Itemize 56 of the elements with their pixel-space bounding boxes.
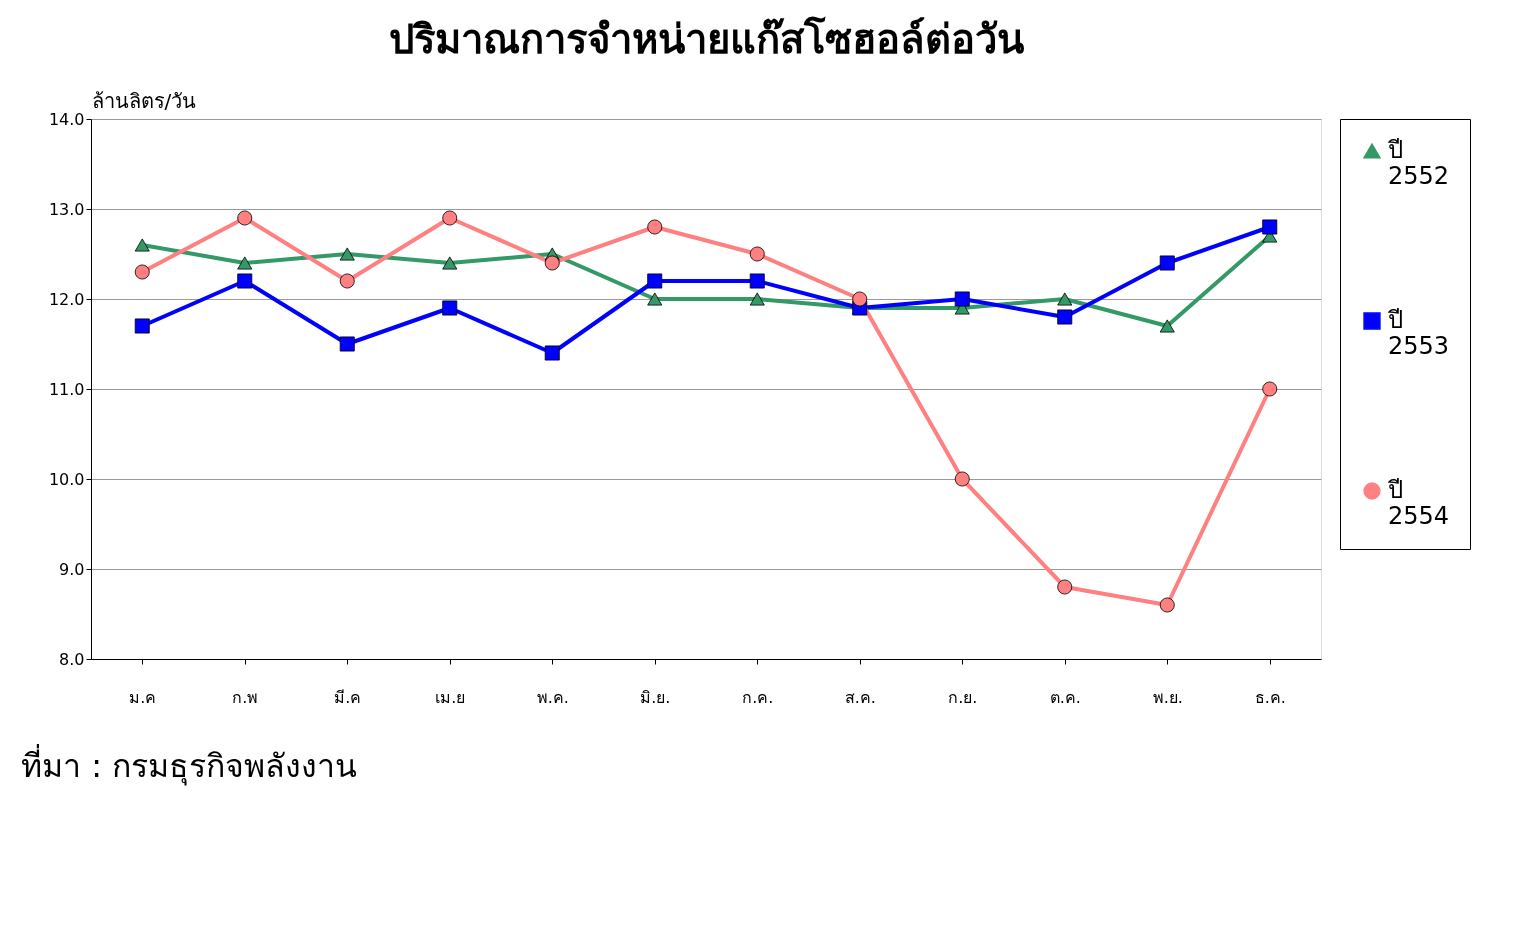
x-tick-label: ต.ค.	[1049, 687, 1081, 707]
point	[237, 256, 253, 270]
point	[749, 292, 765, 306]
point	[749, 246, 765, 262]
y-tick-label: 13.0	[48, 199, 85, 219]
point	[339, 273, 355, 289]
point	[442, 256, 458, 270]
x-tick-label: ก.พ	[232, 687, 259, 707]
point	[1057, 309, 1073, 325]
point	[1262, 219, 1278, 235]
y-tick-label: 8.0	[59, 649, 85, 669]
point	[1057, 292, 1073, 306]
x-tick-label: พ.ย.	[1152, 687, 1183, 707]
point	[1057, 579, 1073, 595]
x-tick-label: ม.ค	[129, 687, 157, 707]
point	[237, 210, 253, 226]
point	[134, 264, 150, 280]
legend-label: ปี 2553	[1387, 306, 1450, 360]
y-tick-label: 11.0	[48, 379, 85, 399]
x-tick-label: ก.ย.	[948, 687, 978, 707]
point	[852, 291, 868, 307]
chart-title: ปริมาณการจำหน่ายแก๊สโซฮอล์ต่อวัน	[388, 16, 1024, 62]
y-tick-label: 9.0	[59, 559, 85, 579]
point	[647, 219, 663, 235]
point	[1159, 597, 1175, 613]
point	[647, 292, 663, 306]
y-tick-label: 12.0	[48, 289, 85, 309]
point	[339, 247, 355, 261]
y-axis-title: ล้านลิตร/วัน	[91, 88, 197, 113]
point	[954, 291, 970, 307]
point	[237, 273, 253, 289]
point	[954, 471, 970, 487]
x-tick-label: มิ.ย.	[640, 687, 671, 707]
point	[134, 238, 150, 252]
point	[442, 300, 458, 316]
point	[134, 318, 150, 334]
x-tick-label: เม.ย	[435, 687, 466, 707]
y-tick-label: 14.0	[48, 109, 85, 129]
point	[544, 345, 560, 361]
point	[647, 273, 663, 289]
point	[749, 273, 765, 289]
legend-label: ปี 2552	[1387, 136, 1450, 190]
y-tick-label: 10.0	[48, 469, 85, 489]
point	[339, 336, 355, 352]
x-tick-label: ก.ค.	[742, 687, 774, 707]
x-tick-label: ธ.ค.	[1254, 687, 1286, 707]
point	[442, 210, 458, 226]
x-tick-label: มี.ค	[334, 687, 362, 707]
x-tick-label: ส.ค.	[844, 687, 876, 707]
point	[1159, 255, 1175, 271]
legend-label: ปี 2554	[1387, 476, 1450, 530]
text: ที่มา : กรมธุรกิจพลังงาน	[21, 744, 358, 786]
x-tick-label: พ.ค.	[536, 687, 569, 707]
point	[1262, 381, 1278, 397]
point	[544, 255, 560, 271]
point	[1159, 319, 1175, 333]
